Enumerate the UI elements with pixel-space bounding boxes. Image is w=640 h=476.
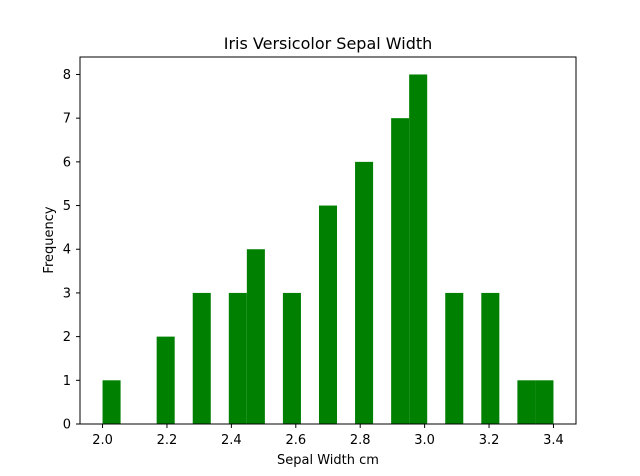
x-tick-label: 2.8 bbox=[350, 433, 371, 448]
y-axis-label: Frequency bbox=[42, 206, 57, 273]
x-tick-label: 2.6 bbox=[285, 433, 306, 448]
y-tick-label: 1 bbox=[63, 374, 71, 389]
y-tick-label: 8 bbox=[63, 68, 71, 83]
histogram-bar bbox=[102, 380, 121, 424]
histogram-bar bbox=[409, 74, 428, 424]
histogram-bar bbox=[246, 249, 265, 424]
x-tick-label: 2.2 bbox=[157, 433, 178, 448]
histogram-bar bbox=[481, 292, 500, 424]
x-tick-label: 3.2 bbox=[479, 433, 500, 448]
y-tick-label: 0 bbox=[63, 418, 71, 433]
histogram-bar bbox=[318, 205, 338, 424]
y-tick-label: 4 bbox=[63, 243, 71, 258]
x-tick-label: 2.4 bbox=[221, 433, 242, 448]
x-tick-label: 3.4 bbox=[543, 433, 564, 448]
histogram-bar bbox=[517, 380, 536, 424]
histogram-bar bbox=[228, 292, 247, 424]
y-tick-label: 7 bbox=[63, 112, 71, 127]
x-axis-ticks: 2.0 2.2 2.4 2.6 2.8 3.0 3.2 3.4 bbox=[92, 424, 564, 448]
y-tick-label: 3 bbox=[63, 286, 71, 301]
chart-title: Iris Versicolor Sepal Width bbox=[224, 34, 433, 53]
x-tick-label: 2.0 bbox=[92, 433, 113, 448]
histogram-bar bbox=[355, 161, 374, 425]
x-tick-label: 3.0 bbox=[414, 433, 435, 448]
histogram-bar bbox=[192, 292, 211, 424]
plot-area-frame bbox=[79, 56, 577, 425]
histogram-bar bbox=[445, 292, 464, 424]
y-tick-label: 5 bbox=[63, 199, 71, 214]
y-tick-label: 2 bbox=[63, 330, 71, 345]
bars-group bbox=[102, 74, 554, 425]
x-axis-label: Sepal Width cm bbox=[277, 453, 379, 468]
y-tick-label: 6 bbox=[63, 155, 71, 170]
histogram-bar bbox=[282, 292, 301, 424]
y-axis-ticks: 0 1 2 3 4 5 6 7 8 bbox=[63, 68, 80, 433]
histogram-bar bbox=[391, 118, 410, 425]
histogram-bar bbox=[156, 336, 175, 424]
histogram-bar bbox=[535, 380, 554, 424]
